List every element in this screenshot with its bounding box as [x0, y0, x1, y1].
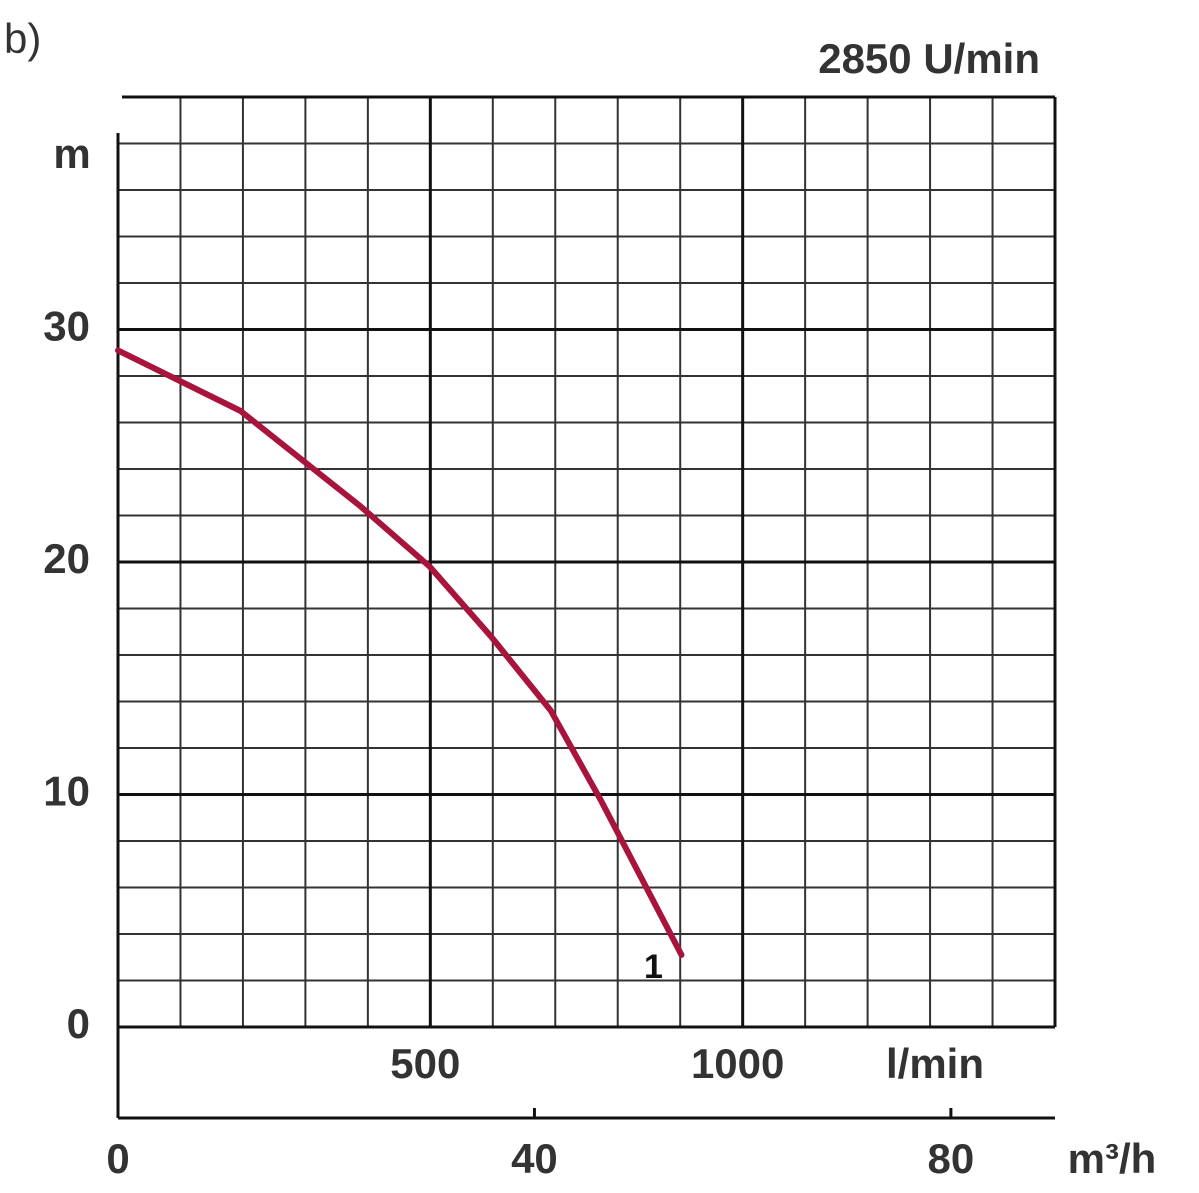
x-tick-label: 1000 [691, 1040, 784, 1087]
y-axis-label: m [53, 130, 90, 177]
y-tick-label: 30 [43, 303, 90, 350]
x-tick-label: 500 [390, 1040, 460, 1087]
y-tick-label: 20 [43, 535, 90, 582]
y-tick-label: 0 [67, 1000, 90, 1047]
x-axis-label: l/min [886, 1040, 984, 1087]
x2-axis-label: m³/h [1068, 1135, 1157, 1182]
series-label: 1 [644, 948, 663, 986]
x2-tick-label: 40 [511, 1135, 558, 1182]
x2-tick-label: 80 [928, 1135, 975, 1182]
panel-label: b) [4, 15, 41, 62]
x2-tick-label: 0 [106, 1135, 129, 1182]
curve [115, 347, 685, 958]
y-tick-label: 10 [43, 768, 90, 815]
subtitle: 2850 U/min [818, 35, 1040, 82]
